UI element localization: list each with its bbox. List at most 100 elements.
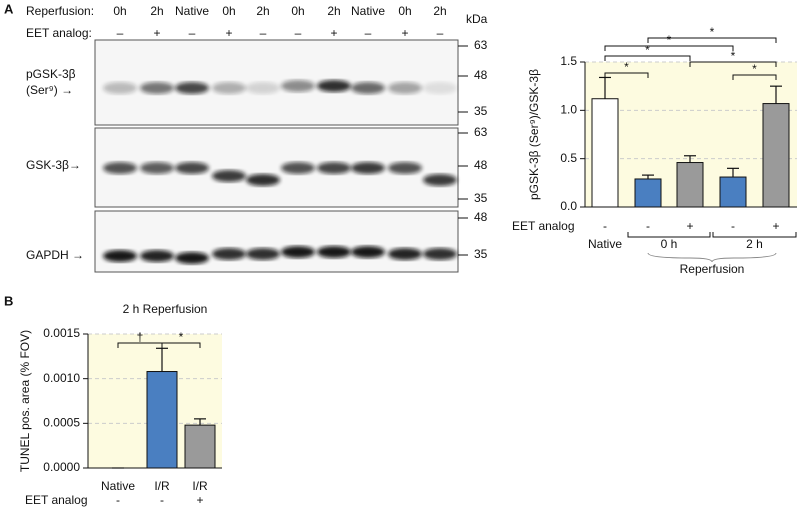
- marker-label: 48: [474, 68, 488, 82]
- eet-sign: -: [731, 219, 735, 233]
- lane-eet: –: [189, 26, 196, 40]
- group-title: Reperfusion: [680, 262, 745, 276]
- blot-band: [103, 250, 137, 262]
- group-label: 2 h: [746, 237, 763, 251]
- group-label: Native: [588, 237, 622, 251]
- panel-label: B: [4, 293, 13, 308]
- blot-label: (Ser⁹) →: [26, 83, 73, 97]
- significance-label: *: [710, 25, 715, 39]
- blot-band: [281, 80, 315, 92]
- blot-band: [281, 246, 315, 258]
- significance-bracket: [732, 74, 777, 80]
- eet-sign: -: [116, 493, 120, 507]
- significance-label: *: [179, 330, 184, 344]
- blot-label: GSK-3β→: [26, 158, 81, 172]
- significance-bracket: [647, 37, 777, 43]
- blot-band: [246, 248, 280, 260]
- significance-bracket: [604, 45, 734, 51]
- lane-label: 2h: [433, 4, 446, 18]
- bar: [634, 178, 662, 208]
- blot-band: [351, 82, 385, 94]
- group-brace: [647, 252, 777, 263]
- lane-label: 2h: [150, 4, 163, 18]
- x-tick-label: I/R: [154, 479, 170, 493]
- lane-label: 0h: [222, 4, 235, 18]
- y-tick-label: 0.5: [560, 151, 577, 165]
- lane-label: 0h: [398, 4, 411, 18]
- blot-band: [212, 82, 246, 94]
- lane-eet: –: [260, 26, 267, 40]
- bar: [719, 176, 747, 208]
- blot-band: [246, 82, 280, 94]
- significance-bracket: [689, 61, 777, 67]
- lane-eet: +: [153, 26, 160, 40]
- blot-band: [423, 248, 457, 260]
- lane-eet: +: [330, 26, 337, 40]
- marker-label: 35: [474, 191, 488, 205]
- marker-label: 63: [474, 125, 488, 139]
- y-tick-label: 0.0010: [43, 371, 80, 385]
- y-tick-label: 1.0: [560, 103, 577, 117]
- lane-label: Native: [351, 4, 385, 18]
- x-tick-label: I/R: [192, 479, 208, 493]
- blot-band: [175, 162, 209, 174]
- lane-label: 2h: [327, 4, 340, 18]
- significance-label: *: [667, 33, 672, 47]
- blot-label: GAPDH →: [26, 248, 84, 262]
- blot-band: [140, 162, 174, 174]
- lane-label: 0h: [291, 4, 304, 18]
- blot-band: [423, 82, 457, 94]
- blot-band: [351, 246, 385, 258]
- significance-label: *: [624, 60, 629, 74]
- significance-label: †: [137, 330, 144, 344]
- bar: [762, 103, 790, 208]
- eet-sign: -: [603, 219, 607, 233]
- lane-eet: –: [295, 26, 302, 40]
- y-tick-label: 0.0: [560, 199, 577, 213]
- significance-bracket: [604, 72, 649, 78]
- lane-eet: –: [365, 26, 372, 40]
- group-label: 0 h: [661, 237, 678, 251]
- y-tick-label: 1.5: [560, 54, 577, 68]
- marker-label: 63: [474, 38, 488, 52]
- y-tick-label: 0.0000: [43, 460, 80, 474]
- lane-eet: –: [117, 26, 124, 40]
- blot-band: [423, 174, 457, 186]
- blot-band: [103, 162, 137, 174]
- lane-label: Native: [175, 4, 209, 18]
- blot-band: [140, 250, 174, 262]
- kda-label: kDa: [466, 12, 488, 26]
- blot-band: [317, 162, 351, 174]
- marker-label: 35: [474, 247, 488, 261]
- blot-band: [175, 252, 209, 264]
- lane-eet: –: [437, 26, 444, 40]
- y-axis-label: pGSK-3β (Ser⁹)/GSK-3β: [527, 69, 541, 200]
- x-tick-label: Native: [101, 479, 135, 493]
- marker-label: 48: [474, 158, 488, 172]
- y-axis-label: TUNEL pos. area (% FOV): [18, 330, 32, 472]
- y-tick-label: 0.0015: [43, 326, 80, 340]
- significance-bracket: [161, 342, 201, 348]
- blot-band: [281, 162, 315, 174]
- blot-band: [246, 174, 280, 186]
- bar: [146, 371, 178, 469]
- blot-frame: [94, 210, 459, 273]
- blot-band: [317, 80, 351, 92]
- group-bracket: [712, 232, 797, 238]
- eet-sign: +: [196, 493, 203, 507]
- lane-label: 0h: [113, 4, 126, 18]
- blot-band: [317, 246, 351, 258]
- lane-eet: +: [225, 26, 232, 40]
- blot-band: [388, 82, 422, 94]
- eet-sign: +: [772, 219, 779, 233]
- marker-label: 48: [474, 210, 488, 224]
- y-tick-label: 0.0005: [43, 416, 80, 430]
- significance-label: *: [731, 49, 736, 63]
- blot-band: [140, 82, 174, 94]
- significance-label: *: [752, 62, 757, 76]
- blot-band: [212, 170, 246, 182]
- eet-label: EET analog: [512, 219, 575, 233]
- blot-band: [388, 162, 422, 174]
- lane-label: 2h: [256, 4, 269, 18]
